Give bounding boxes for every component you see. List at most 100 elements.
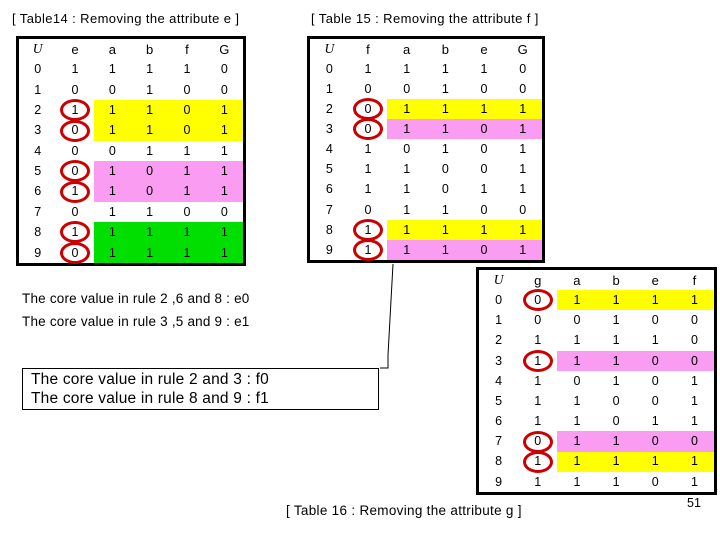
table14-row-label-3: 3 [34, 123, 42, 138]
table14-cell: 1 [146, 62, 154, 77]
table14-cell: 0 [108, 143, 116, 158]
table14-cell: 0 [220, 82, 228, 97]
table15-cell: 1 [519, 142, 527, 157]
table14-cell: 0 [130, 161, 169, 182]
table14-cell: 1 [56, 180, 93, 203]
table15-row-label-6: 6 [325, 182, 333, 197]
table15-cell: 1 [426, 99, 465, 120]
table15-cell: 1 [426, 239, 465, 260]
table16-cell: 0 [534, 313, 542, 328]
table14-column-header-b: b [146, 41, 154, 57]
table14-cell: 0 [130, 181, 169, 202]
table16-cell: 1 [557, 451, 597, 472]
table14-cell: 0 [108, 82, 116, 97]
table16-cell: 0 [651, 313, 659, 328]
table16-cell: 0 [635, 431, 675, 452]
table14-cell: 1 [146, 204, 154, 219]
table14-cell: 1 [220, 143, 228, 158]
table14-cell: 0 [56, 241, 93, 264]
table14-cell: 0 [220, 62, 228, 77]
table14-cell: 1 [183, 143, 191, 158]
box-to-table15-connector [380, 263, 394, 369]
table16-cell: 1 [596, 431, 636, 452]
table14-cell: 1 [56, 221, 93, 244]
table16-cell: 1 [534, 393, 542, 408]
table15-cell: 1 [503, 99, 542, 120]
table15-cell: 0 [519, 81, 527, 96]
table15-row-label-0: 0 [325, 61, 333, 76]
table16-column-header-f: f [692, 272, 697, 288]
table16-cell: 1 [596, 451, 636, 472]
table16-cell: 1 [612, 474, 620, 489]
table16-cell: 1 [635, 290, 675, 311]
table15-cell: 1 [441, 81, 449, 96]
table15-cell: 1 [364, 142, 372, 157]
table14-cell: 1 [205, 161, 243, 182]
table14-cell: 1 [168, 242, 206, 263]
table14-cell: 1 [183, 62, 191, 77]
table15-cell: 1 [403, 202, 411, 217]
table15-cell: 0 [403, 81, 411, 96]
table14-row-label-7: 7 [34, 204, 42, 219]
table16-cell: 1 [534, 474, 542, 489]
table14-row-label-5: 5 [34, 164, 42, 179]
table16-row-label-2: 2 [495, 333, 503, 348]
table15-cell: 1 [480, 61, 488, 76]
table16-cell: 0 [651, 373, 659, 388]
table15-row-label-1: 1 [325, 81, 333, 96]
table14-cell: 1 [205, 100, 243, 121]
table15-cell: 0 [519, 61, 527, 76]
table15-cell: 1 [349, 238, 388, 261]
table14-row-label-4: 4 [34, 143, 42, 158]
table15-cell: 1 [387, 239, 426, 260]
table15-column-header-a: a [403, 41, 411, 57]
table15-row-label-2: 2 [325, 102, 333, 117]
table14-row-label-2: 2 [34, 103, 42, 118]
table15-cell: 0 [519, 202, 527, 217]
table15-cell: 1 [403, 162, 411, 177]
table16-row-label-8: 8 [495, 454, 503, 469]
table15-cell: 0 [480, 142, 488, 157]
table16-cell: 1 [651, 333, 659, 348]
table16-row-label-9: 9 [495, 474, 503, 489]
table16-cell: 1 [534, 373, 542, 388]
table16-cell: 0 [674, 350, 714, 371]
table15-cell: 1 [403, 182, 411, 197]
table15-cell: 0 [480, 162, 488, 177]
table16-row-label-3: 3 [495, 353, 503, 368]
table14-cell: 0 [168, 120, 206, 141]
table15-title: [ Table 15 : Removing the attribute f ] [311, 11, 539, 26]
table16-cell: 1 [596, 350, 636, 371]
table14-cell: 0 [220, 204, 228, 219]
table15-cell: 0 [464, 239, 504, 260]
table16-row-label-5: 5 [495, 393, 503, 408]
table14-column-header-a: a [108, 41, 116, 57]
table16-cell: 1 [557, 290, 597, 311]
table16-cell: 0 [573, 313, 581, 328]
table16-row-label-6: 6 [495, 414, 503, 429]
table16-cell: 1 [596, 290, 636, 311]
table14-cell: 0 [168, 100, 206, 121]
table14-cell: 0 [56, 160, 93, 183]
table16-column-header-a: a [573, 272, 581, 288]
table16-cell: 0 [518, 430, 557, 453]
table14-cell: 1 [130, 100, 169, 121]
table14-cell: 1 [205, 120, 243, 141]
table15-row-label-5: 5 [325, 162, 333, 177]
table15-cell: 0 [480, 81, 488, 96]
core-value-note-e0: The core value in rule 2 ,6 and 8 : e0 [22, 291, 250, 306]
table15-cell: 0 [364, 202, 372, 217]
table15-cell: 1 [480, 182, 488, 197]
table16-row-label-4: 4 [495, 373, 503, 388]
table15-cell: 0 [441, 162, 449, 177]
table16-cell: 1 [612, 373, 620, 388]
table14-cell: 1 [108, 204, 116, 219]
table14-row-label-8: 8 [34, 225, 42, 240]
table14-cell: 0 [71, 204, 79, 219]
table16-cell: 1 [690, 373, 698, 388]
table16-row-label-7: 7 [495, 434, 503, 449]
table15-cell: 1 [464, 219, 504, 240]
table14-cell: 1 [168, 181, 206, 202]
table15-cell: 0 [480, 202, 488, 217]
